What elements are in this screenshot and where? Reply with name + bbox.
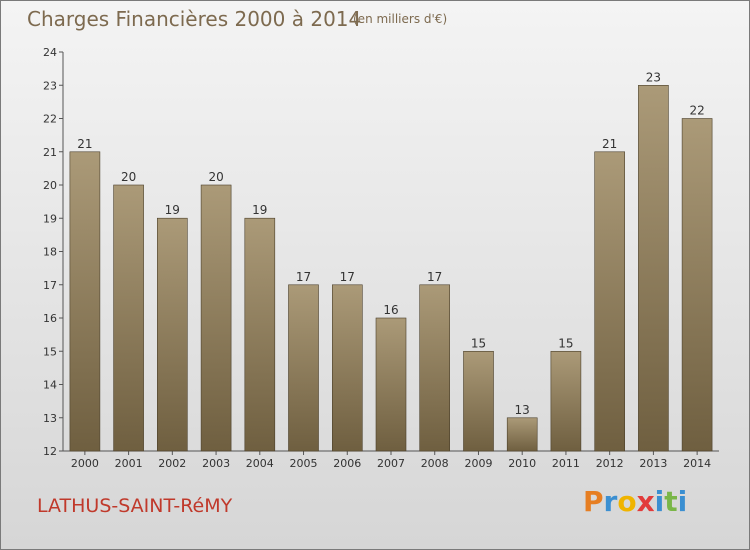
logo-letter: x: [636, 485, 655, 518]
x-tick-label: 2011: [552, 457, 580, 470]
bar: [69, 151, 101, 452]
bar: [419, 284, 451, 452]
x-tick-label: 2002: [158, 457, 186, 470]
bar: [594, 151, 626, 452]
x-tick-label: 2004: [246, 457, 274, 470]
x-tick-label: 2006: [333, 457, 361, 470]
bar-value-label: 23: [646, 70, 661, 84]
bar: [200, 184, 232, 452]
bar-value-label: 21: [77, 137, 92, 151]
y-tick-label: 16: [43, 312, 57, 325]
x-tick-label: 2008: [421, 457, 449, 470]
x-tick-label: 2013: [639, 457, 667, 470]
bar: [288, 284, 319, 452]
bar: [550, 350, 582, 452]
commune-name: LATHUS-SAINT-RéMY: [37, 495, 233, 517]
y-tick-label: 17: [43, 279, 57, 292]
bar-value-label: 17: [427, 270, 442, 284]
logo-letter: o: [617, 485, 637, 518]
bar: [244, 217, 276, 452]
bar-value-label: 13: [515, 403, 530, 417]
bar-value-label: 15: [558, 336, 573, 350]
x-tick-label: 2007: [377, 457, 405, 470]
bar-value-label: 15: [471, 336, 486, 350]
y-tick-label: 19: [43, 212, 57, 225]
logo-letter: P: [583, 485, 604, 518]
x-tick-label: 2000: [71, 457, 99, 470]
y-tick-label: 12: [43, 445, 57, 458]
y-tick-label: 22: [43, 113, 57, 126]
bar: [375, 317, 407, 452]
x-tick-label: 2012: [596, 457, 624, 470]
chart-title: Charges Financières 2000 à 2014: [27, 7, 362, 31]
x-tick-label: 2009: [465, 457, 493, 470]
bar-value-label: 21: [602, 137, 617, 151]
bar: [638, 85, 669, 452]
bar-value-label: 20: [208, 170, 223, 184]
chart-bars: 21 20 19 20 19 17 17 16 17 15 13 15 21 23 22: [69, 70, 713, 452]
x-tick-label: 2001: [115, 457, 143, 470]
bar: [157, 217, 188, 452]
bar: [331, 284, 363, 452]
bar-value-label: 16: [383, 303, 398, 317]
x-tick-label: 2010: [508, 457, 536, 470]
y-tick-label: 13: [43, 412, 57, 425]
bar: [113, 184, 144, 452]
y-tick-label: 14: [43, 379, 57, 392]
logo-letter: t: [664, 485, 678, 518]
y-tick-label: 15: [43, 345, 57, 358]
y-tick-label: 21: [43, 146, 57, 159]
proxiti-logo[interactable]: Proxiti: [583, 485, 687, 518]
x-tick-label: 2005: [290, 457, 318, 470]
logo-letter: i: [654, 485, 665, 518]
bar: [506, 417, 538, 452]
bar: [463, 350, 494, 452]
logo-letter: r: [603, 485, 618, 518]
bar-value-label: 17: [296, 270, 311, 284]
chart-axes: 12 13 14 15 16 17 18 19 20 21 22 23 24 2000 2001 2002 20…: [43, 46, 719, 470]
y-tick-label: 23: [43, 79, 57, 92]
y-tick-label: 20: [43, 179, 57, 192]
x-tick-label: 2014: [683, 457, 711, 470]
bar-value-label: 20: [121, 170, 136, 184]
bar-value-label: 19: [252, 203, 267, 217]
y-tick-label: 18: [43, 246, 57, 259]
bar-value-label: 22: [689, 104, 704, 118]
logo-letter: i: [677, 485, 688, 518]
x-tick-label: 2003: [202, 457, 230, 470]
bar-value-label: 19: [165, 203, 180, 217]
bar-value-label: 17: [340, 270, 355, 284]
y-tick-label: 24: [43, 46, 57, 59]
bar: [681, 118, 713, 452]
chart-unit: (en milliers d'€): [353, 12, 448, 26]
